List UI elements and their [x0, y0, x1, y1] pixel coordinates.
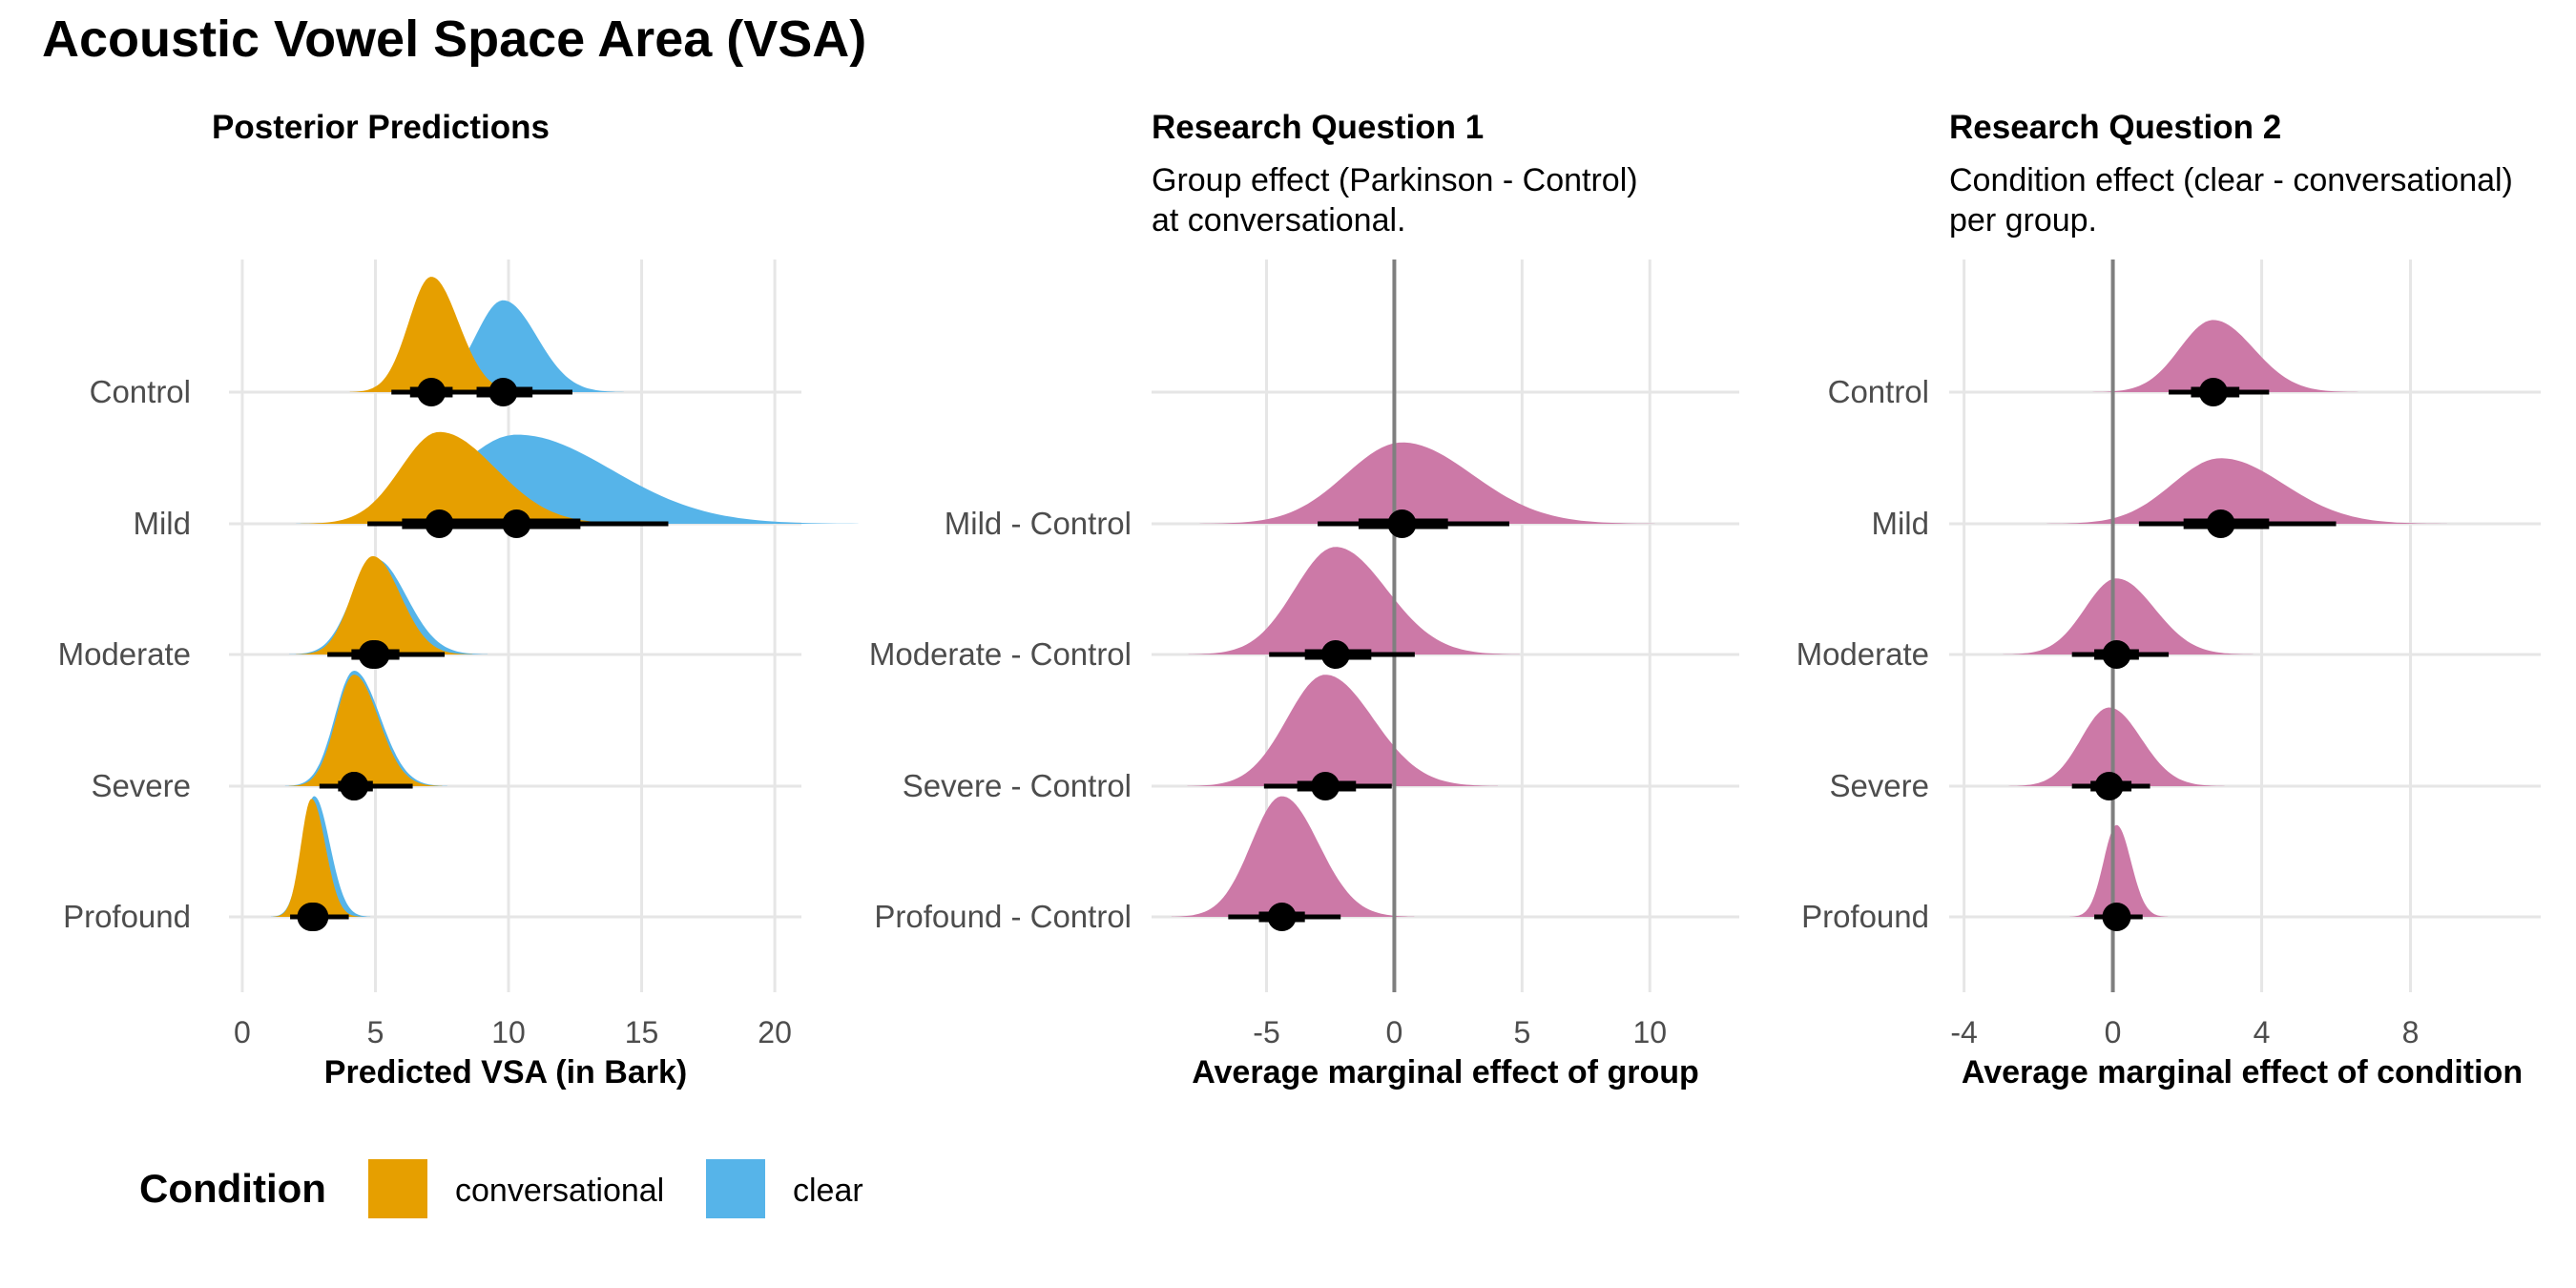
density-slab — [2003, 578, 2254, 654]
panel1-title: Posterior Predictions — [212, 109, 550, 146]
density-slab — [2069, 824, 2169, 917]
x-axis-label: Average marginal effect of group — [1192, 1054, 1699, 1091]
x-tick-label: 10 — [491, 1015, 526, 1049]
legend: Condition conversational clear — [139, 1159, 863, 1218]
panel3-title: Research Question 2 — [1949, 109, 2282, 146]
y-tick-label: Profound — [1801, 899, 1929, 934]
median-point — [340, 772, 369, 800]
legend-key-conversational — [368, 1159, 427, 1218]
density-slab — [1187, 675, 1498, 786]
x-tick-label: 0 — [2105, 1015, 2122, 1049]
y-tick-label: Moderate - Control — [869, 636, 1132, 672]
density-slab — [296, 555, 473, 654]
median-point — [488, 378, 518, 406]
density-slab — [1171, 796, 1415, 917]
y-tick-label: Severe - Control — [903, 768, 1132, 803]
figure-title: Acoustic Vowel Space Area (VSA) — [42, 10, 867, 68]
x-tick-label: -5 — [1253, 1015, 1279, 1049]
density-slab — [300, 431, 641, 524]
panel3-subtitle-line2: per group. — [1949, 202, 2097, 239]
y-tick-label: Control — [1828, 374, 1929, 409]
median-point — [1320, 640, 1350, 669]
density-slab — [288, 675, 443, 786]
median-point — [425, 509, 454, 538]
x-tick-label: 5 — [1513, 1015, 1530, 1049]
x-tick-label: 15 — [625, 1015, 659, 1049]
density-slab — [1199, 442, 1655, 524]
x-tick-label: 4 — [2254, 1015, 2271, 1049]
median-point — [1387, 509, 1417, 538]
panel-1: 0 5 10 15 20 Control Mild Moderate Severe Profoun… — [58, 260, 859, 1091]
density-slab — [2008, 707, 2225, 786]
legend-label: conversational — [455, 1173, 664, 1209]
legend-label: clear — [793, 1173, 863, 1209]
legend-title: Condition — [139, 1166, 326, 1211]
median-point — [2094, 772, 2124, 800]
y-tick-label: Moderate — [58, 636, 191, 672]
panel3-subtitle-line1: Condition effect (clear - conversational… — [1949, 162, 2513, 198]
density-slab — [1188, 547, 1520, 654]
x-tick-label: 5 — [367, 1015, 384, 1049]
median-point — [297, 903, 326, 931]
median-point — [1267, 903, 1297, 931]
density-slab — [349, 277, 530, 392]
panel-2: -5 0 5 10 Mild - Control Moderate - Control Se… — [869, 260, 1739, 1091]
y-tick-label: Mild - Control — [945, 506, 1132, 541]
median-point — [1311, 772, 1340, 800]
legend-key-clear — [706, 1159, 765, 1218]
density-slab — [2046, 458, 2447, 524]
median-point — [358, 640, 387, 669]
x-tick-label: 8 — [2402, 1015, 2420, 1049]
y-tick-label: Moderate — [1797, 636, 1929, 672]
density-slab — [273, 799, 362, 917]
median-point — [2206, 509, 2235, 538]
y-tick-label: Mild — [133, 506, 191, 541]
y-tick-label: Profound — [63, 899, 191, 934]
x-tick-label: 0 — [1386, 1015, 1403, 1049]
y-tick-label: Control — [90, 374, 191, 409]
y-tick-label: Mild — [1871, 506, 1929, 541]
median-point — [417, 378, 447, 406]
y-tick-label: Severe — [1829, 768, 1929, 803]
x-tick-label: 10 — [1632, 1015, 1667, 1049]
median-point — [2102, 640, 2131, 669]
y-tick-label: Profound - Control — [874, 899, 1132, 934]
x-tick-label: 0 — [234, 1015, 251, 1049]
panel2-subtitle-line2: at conversational. — [1152, 202, 1406, 239]
panel2-subtitle-line1: Group effect (Parkinson - Control) — [1152, 162, 1638, 198]
x-axis-label: Predicted VSA (in Bark) — [324, 1054, 687, 1091]
panel2-title: Research Question 1 — [1152, 109, 1485, 146]
density-slab — [2092, 320, 2358, 392]
panel-3: -4 0 4 8 Control Mild Moderate Severe Profound Av… — [1797, 260, 2541, 1091]
x-tick-label: 20 — [758, 1015, 792, 1049]
y-tick-label: Severe — [91, 768, 191, 803]
median-point — [2102, 903, 2131, 931]
x-axis-label: Average marginal effect of condition — [1962, 1054, 2523, 1091]
median-point — [2198, 378, 2228, 406]
x-tick-label: -4 — [1950, 1015, 1977, 1049]
